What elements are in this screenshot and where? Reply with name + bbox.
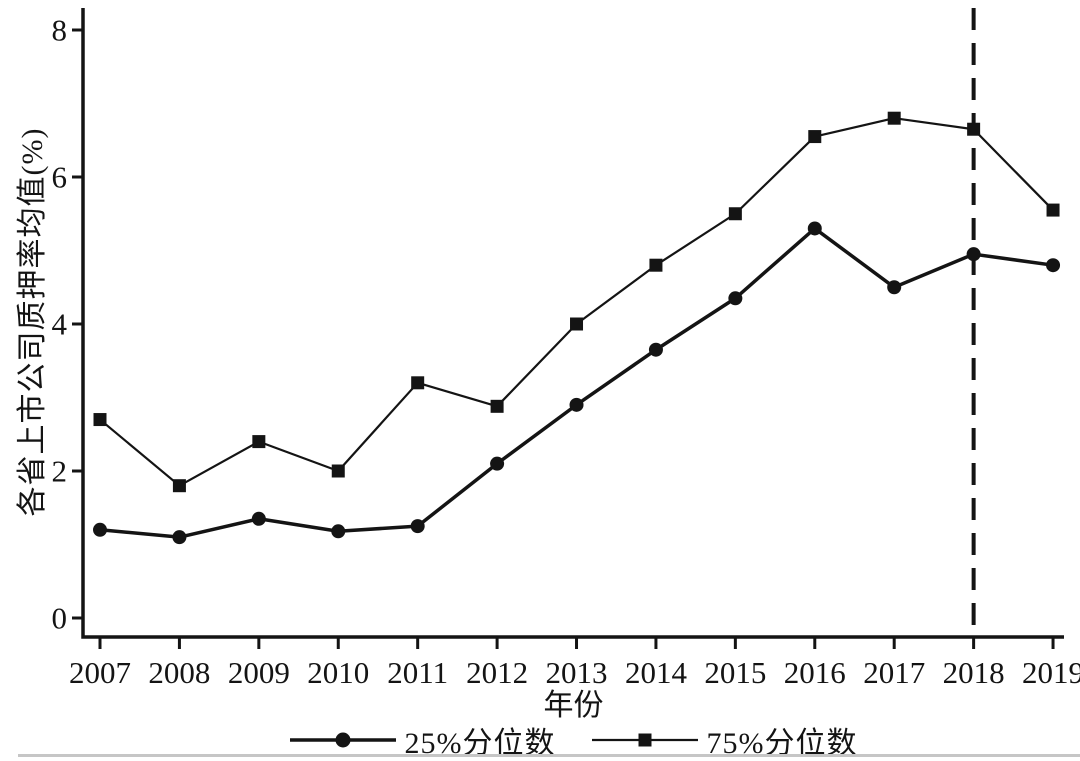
legend-swatch-circle [289,732,396,748]
data-point-square [411,376,425,390]
data-point-circle [728,291,743,306]
data-point-circle [172,530,187,545]
data-point-circle [648,342,663,357]
x-tick-label: 2007 [69,655,131,690]
data-point-square [570,317,584,331]
data-point-circle [1046,258,1061,273]
data-point-circle [251,511,266,526]
legend-marker-circle-icon [335,732,350,748]
legend-swatch-square [591,733,698,747]
legend-marker-square-icon [638,733,651,747]
data-point-circle [569,397,584,412]
bottom-border-line [18,754,1080,757]
data-point-square [967,122,981,136]
x-tick-label: 2017 [863,655,925,690]
data-point-circle [887,280,902,295]
data-point-square [808,130,822,144]
x-tick-label: 2014 [625,655,688,690]
axis-lines [81,8,1064,639]
data-point-square [172,479,186,493]
data-point-circle [410,519,425,534]
data-point-square [649,258,663,272]
data-point-square [728,207,742,221]
data-point-circle [490,456,505,471]
data-point-square [490,399,504,413]
x-tick-label: 2010 [307,655,369,690]
x-tick-label: 2013 [546,655,608,690]
x-tick-label: 2015 [704,655,766,690]
x-tick-label: 2016 [784,655,846,690]
data-point-square [331,464,345,478]
y-tick-label: 6 [52,160,68,195]
x-tick-label: 2018 [943,655,1005,690]
y-tick-label: 0 [52,601,68,636]
x-tick-label: 2011 [387,655,448,690]
x-tick-label: 2009 [228,655,290,690]
data-point-square [93,413,107,427]
x-tick-label: 2019 [1022,655,1080,690]
series-line-0 [99,226,1054,539]
x-axis-title: 年份 [543,689,604,722]
data-point-square [1046,203,1060,217]
x-tick-label: 2008 [148,655,210,690]
y-axis-title: 各省上市公司质押率均值(%) [16,127,49,517]
x-tick-label: 2012 [466,655,528,690]
data-point-circle [807,221,822,236]
data-point-circle [966,247,981,262]
series-line-1 [99,117,1054,487]
data-point-circle [331,524,346,539]
y-tick-label: 4 [52,307,68,342]
data-point-square [887,111,901,125]
data-point-circle [93,522,107,537]
y-tick-label: 8 [52,13,68,48]
y-tick-label: 2 [52,454,68,489]
data-point-square [252,435,266,449]
